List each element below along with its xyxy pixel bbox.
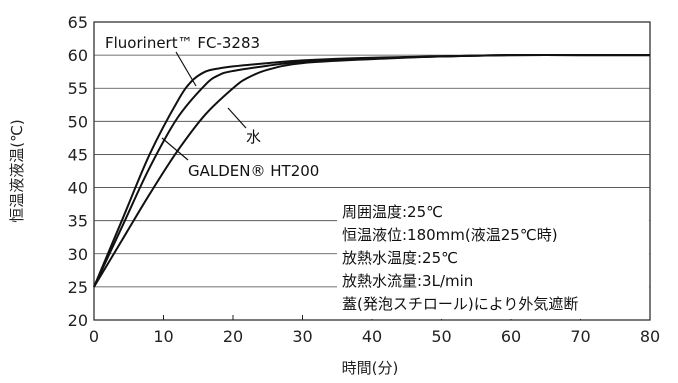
condition-lid-insulation: 蓋(発泡スチロール)により外気遮断: [342, 295, 578, 313]
y-tick-label: 40: [68, 179, 88, 198]
y-tick-label: 30: [68, 245, 88, 264]
x-tick-label: 10: [153, 327, 173, 346]
conditions-box: [337, 197, 649, 319]
y-tick-label: 35: [68, 212, 88, 231]
series-label-fc3283: Fluorinert™ FC-3283: [105, 34, 260, 52]
y-tick-label: 20: [68, 311, 88, 330]
x-tick-label: 70: [570, 327, 590, 346]
y-tick-label: 50: [68, 112, 88, 131]
galden-leader-line: [161, 137, 189, 161]
y-tick-label: 60: [68, 46, 88, 65]
condition-liquid-level: 恒温液位:180mm(液温25℃時): [342, 226, 558, 244]
x-tick-label: 0: [89, 327, 99, 346]
x-tick-label: 40: [362, 327, 382, 346]
x-tick-label: 20: [223, 327, 243, 346]
series-label-galden: GALDEN® HT200: [188, 162, 319, 180]
x-tick-label: 50: [431, 327, 451, 346]
condition-ambient-temp: 周囲温度:25℃: [342, 203, 443, 221]
fc3283-leader-line: [175, 51, 197, 87]
series-label-water: 水: [246, 128, 261, 146]
series-lines: [93, 54, 650, 288]
y-tick-labels: 20 25 30 35 40 45 50 55 60 65: [68, 13, 88, 330]
y-tick-label: 45: [68, 145, 88, 164]
x-tick-label: 30: [292, 327, 312, 346]
y-tick-label: 55: [68, 79, 88, 98]
x-tick-label: 60: [501, 327, 521, 346]
series-line-galden: [93, 54, 650, 288]
x-tick-labels: 0 10 20 30 40 50 60 70 80: [89, 315, 660, 346]
condition-cooling-water-flow: 放熱水流量:3L/min: [342, 272, 473, 290]
x-tick-label: 80: [640, 327, 660, 346]
condition-cooling-water-temp: 放熱水温度:25℃: [342, 249, 458, 267]
y-axis-title: 恒温液液温(℃): [8, 119, 26, 223]
y-tick-label: 25: [68, 278, 88, 297]
y-tick-label: 65: [68, 13, 88, 32]
x-axis-title: 時間(分): [342, 359, 399, 377]
water-leader-line: [227, 107, 247, 129]
